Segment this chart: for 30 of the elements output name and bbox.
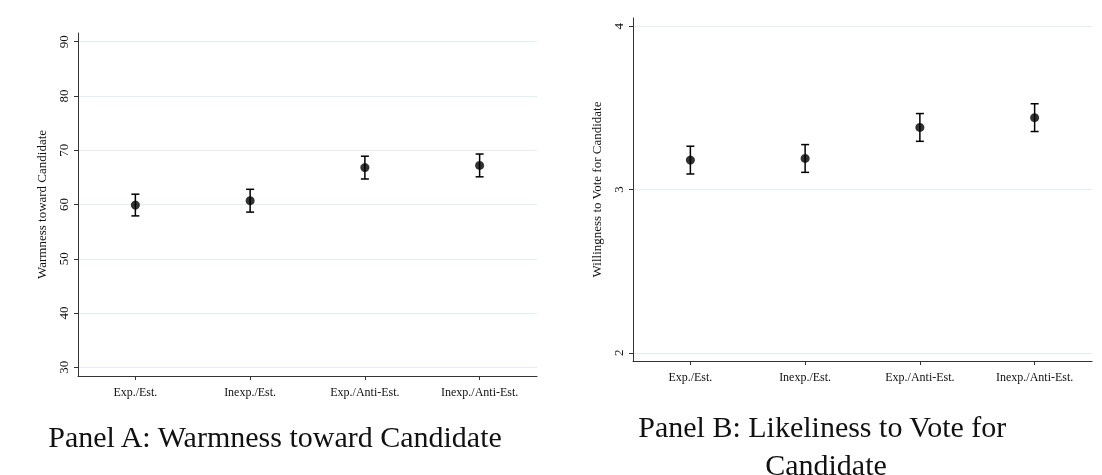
- y-axis-title: Warmness toward Candidate: [34, 129, 49, 280]
- x-tick-label: Inexp./Anti-Est.: [995, 370, 1074, 384]
- x-tick-label: Inexp./Est.: [224, 385, 277, 399]
- x-tick-label: Exp./Est.: [668, 370, 713, 384]
- y-tick-label: 60: [56, 198, 71, 211]
- x-tick-label: Exp./Est.: [113, 385, 158, 399]
- y-tick-label: 70: [56, 143, 71, 157]
- x-tick-label: Exp./Anti-Est.: [885, 370, 955, 384]
- point: [800, 153, 810, 163]
- y-tick-label: 90: [56, 35, 71, 49]
- y-tick-label: 80: [56, 89, 71, 103]
- point: [245, 196, 255, 206]
- x-tick-label: Exp./Anti-Est.: [330, 385, 400, 399]
- point: [475, 160, 485, 170]
- point: [360, 163, 370, 173]
- y-tick-label: 3: [611, 186, 626, 193]
- y-tick-label: 40: [56, 306, 71, 320]
- point: [685, 155, 695, 165]
- y-tick-label: 2: [611, 349, 626, 357]
- point: [915, 122, 925, 132]
- y-tick-label: 50: [56, 252, 71, 266]
- text: Panel A: Warmness toward Candidate: [48, 419, 502, 453]
- point: [1030, 113, 1040, 123]
- text: Panel B: Likeliness to Vote for Candidate: [638, 409, 1014, 475]
- y-axis-title: Willingness to Vote for Candidate: [589, 101, 604, 278]
- x-tick-label: Inexp./Anti-Est.: [440, 385, 519, 399]
- x-tick-label: Inexp./Est.: [779, 370, 832, 384]
- point: [130, 200, 140, 210]
- y-tick-label: 4: [611, 22, 626, 30]
- y-tick-label: 30: [56, 360, 71, 374]
